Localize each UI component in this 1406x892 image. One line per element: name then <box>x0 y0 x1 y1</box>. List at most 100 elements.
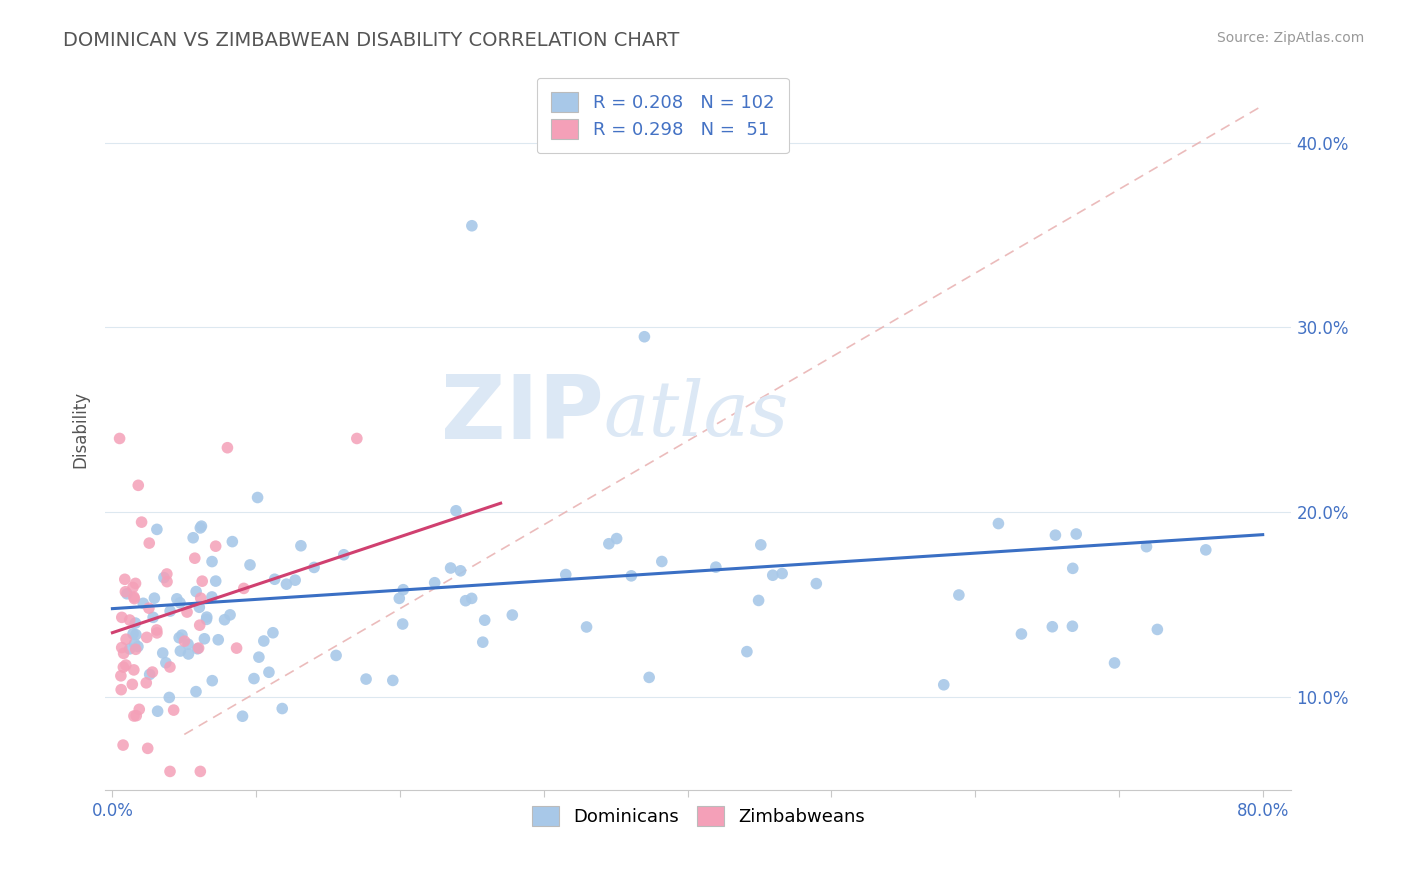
Point <box>122 581 145 595</box>
Point <box>163 703 186 717</box>
Point <box>153 571 176 585</box>
Point <box>214 613 236 627</box>
Point <box>176 605 198 619</box>
Legend: Dominicans, Zimbabweans: Dominicans, Zimbabweans <box>523 797 875 835</box>
Point <box>598 537 620 551</box>
Point <box>651 554 673 568</box>
Point <box>114 584 136 599</box>
Point <box>122 709 145 723</box>
Point <box>201 555 224 569</box>
Point <box>239 558 262 572</box>
Point <box>271 701 294 715</box>
Text: DOMINICAN VS ZIMBABWEAN DISABILITY CORRELATION CHART: DOMINICAN VS ZIMBABWEAN DISABILITY CORRE… <box>63 31 679 50</box>
Point <box>146 626 169 640</box>
Point <box>195 612 218 626</box>
Point <box>118 641 141 656</box>
Point <box>138 601 160 615</box>
Point <box>112 660 135 674</box>
Point <box>131 515 153 529</box>
Point <box>110 682 132 697</box>
Point <box>474 613 496 627</box>
Point <box>188 618 211 632</box>
Point <box>143 591 166 606</box>
Point <box>201 590 224 604</box>
Point <box>1104 656 1126 670</box>
Point <box>762 568 785 582</box>
Point <box>276 577 298 591</box>
Point <box>136 741 159 756</box>
Point <box>191 574 214 589</box>
Point <box>1195 542 1218 557</box>
Point <box>169 644 191 658</box>
Point <box>115 658 138 673</box>
Point <box>354 672 377 686</box>
Point <box>135 676 157 690</box>
Point <box>112 646 135 660</box>
Point <box>1010 627 1032 641</box>
Point <box>246 491 269 505</box>
Point <box>606 532 628 546</box>
Point <box>391 617 413 632</box>
Point <box>159 660 181 674</box>
Point <box>132 596 155 610</box>
Point <box>128 702 150 716</box>
Point <box>423 575 446 590</box>
Point <box>124 576 146 591</box>
Point <box>392 582 415 597</box>
Point <box>110 669 132 683</box>
Point <box>225 641 247 656</box>
Point <box>125 627 148 641</box>
Point <box>184 684 207 698</box>
Point <box>454 593 477 607</box>
Point <box>932 678 955 692</box>
Point <box>748 593 770 607</box>
Point <box>388 591 411 606</box>
Point <box>187 641 209 656</box>
Point <box>195 610 218 624</box>
Point <box>184 551 207 566</box>
Point <box>1040 620 1063 634</box>
Point <box>166 591 188 606</box>
Point <box>122 663 145 677</box>
Point <box>141 665 163 679</box>
Point <box>204 539 226 553</box>
Point <box>181 531 204 545</box>
Point <box>381 673 404 688</box>
Point <box>122 590 145 604</box>
Point <box>471 635 494 649</box>
Point <box>1146 623 1168 637</box>
Point <box>115 632 138 647</box>
Point <box>290 539 312 553</box>
Point <box>217 441 239 455</box>
Point <box>633 330 655 344</box>
Point <box>173 634 195 648</box>
Point <box>156 566 179 581</box>
Point <box>284 573 307 587</box>
Point <box>1064 527 1087 541</box>
Point <box>112 738 135 752</box>
Point <box>302 560 325 574</box>
Point <box>155 656 177 670</box>
Point <box>156 574 179 589</box>
Point <box>138 536 160 550</box>
Point <box>704 560 727 574</box>
Point <box>170 628 193 642</box>
Point <box>127 478 149 492</box>
Point <box>1062 619 1084 633</box>
Point <box>118 613 141 627</box>
Y-axis label: Disability: Disability <box>72 391 89 467</box>
Point <box>127 640 149 654</box>
Point <box>115 587 138 601</box>
Point <box>948 588 970 602</box>
Point <box>263 572 285 586</box>
Point <box>157 690 180 705</box>
Point <box>1135 540 1157 554</box>
Text: atlas: atlas <box>603 378 789 451</box>
Point <box>124 591 146 606</box>
Point <box>124 616 146 631</box>
Point <box>188 764 211 779</box>
Point <box>749 538 772 552</box>
Point <box>638 670 661 684</box>
Point <box>186 641 208 656</box>
Point <box>138 667 160 681</box>
